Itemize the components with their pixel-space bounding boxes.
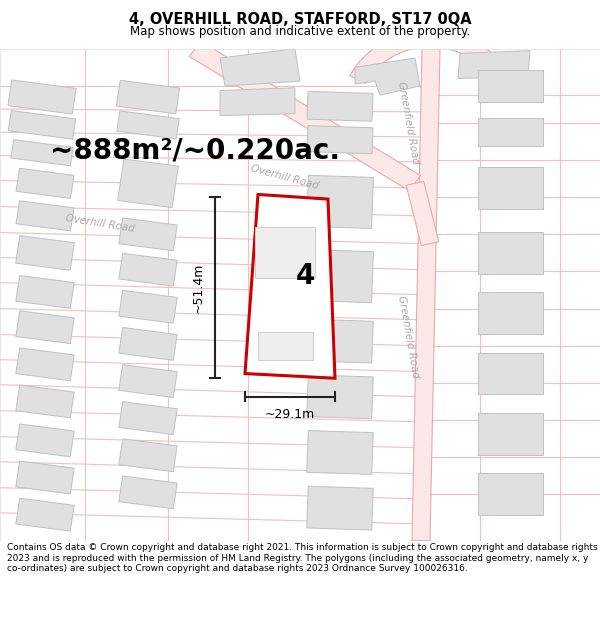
Polygon shape [412, 49, 440, 541]
Polygon shape [220, 49, 300, 86]
Text: Map shows position and indicative extent of the property.: Map shows position and indicative extent… [130, 25, 470, 38]
Polygon shape [16, 424, 74, 457]
Polygon shape [16, 461, 74, 494]
Polygon shape [119, 291, 177, 323]
Polygon shape [118, 159, 178, 208]
Text: ~51.4m: ~51.4m [192, 262, 205, 313]
Polygon shape [307, 375, 373, 419]
Polygon shape [119, 328, 177, 360]
Polygon shape [16, 201, 74, 231]
Polygon shape [119, 218, 177, 251]
Polygon shape [478, 473, 542, 515]
Text: Contains OS data © Crown copyright and database right 2021. This information is : Contains OS data © Crown copyright and d… [7, 543, 598, 573]
Polygon shape [257, 332, 313, 359]
Polygon shape [8, 111, 76, 139]
Polygon shape [255, 228, 315, 279]
Polygon shape [8, 80, 76, 114]
Polygon shape [355, 58, 420, 95]
Polygon shape [478, 232, 542, 274]
Polygon shape [307, 249, 373, 302]
Polygon shape [16, 311, 74, 344]
Polygon shape [458, 51, 530, 79]
Polygon shape [478, 352, 542, 394]
Polygon shape [117, 111, 179, 139]
Polygon shape [307, 486, 373, 530]
Polygon shape [307, 319, 373, 363]
Polygon shape [16, 276, 74, 308]
Text: Overhill Road: Overhill Road [65, 213, 136, 234]
Text: 4, OVERHILL ROAD, STAFFORD, ST17 0QA: 4, OVERHILL ROAD, STAFFORD, ST17 0QA [128, 12, 472, 27]
Polygon shape [245, 194, 335, 378]
Polygon shape [119, 402, 177, 434]
Text: 4: 4 [295, 262, 314, 290]
Text: ~29.1m: ~29.1m [265, 408, 315, 421]
Polygon shape [16, 385, 74, 418]
Polygon shape [190, 41, 421, 191]
Polygon shape [478, 118, 542, 146]
Polygon shape [116, 80, 179, 114]
Polygon shape [307, 176, 373, 229]
Polygon shape [11, 139, 73, 166]
Polygon shape [478, 69, 542, 102]
Text: Overhill Road: Overhill Road [250, 163, 320, 191]
Polygon shape [307, 126, 373, 154]
Text: Greenfield Road: Greenfield Road [396, 294, 420, 379]
Polygon shape [307, 431, 373, 474]
Polygon shape [119, 476, 177, 509]
Text: Greenfield Road: Greenfield Road [396, 81, 420, 165]
Polygon shape [220, 88, 295, 116]
Polygon shape [16, 498, 74, 531]
Text: ~888m²/~0.220ac.: ~888m²/~0.220ac. [50, 137, 340, 165]
Polygon shape [478, 167, 542, 209]
Polygon shape [406, 181, 439, 246]
Polygon shape [119, 253, 177, 286]
Polygon shape [16, 348, 74, 381]
Polygon shape [478, 413, 542, 455]
Polygon shape [16, 168, 74, 198]
Polygon shape [119, 439, 177, 472]
Polygon shape [307, 91, 373, 121]
Polygon shape [16, 236, 74, 270]
Polygon shape [478, 292, 542, 334]
Polygon shape [350, 30, 510, 83]
Polygon shape [119, 364, 177, 398]
